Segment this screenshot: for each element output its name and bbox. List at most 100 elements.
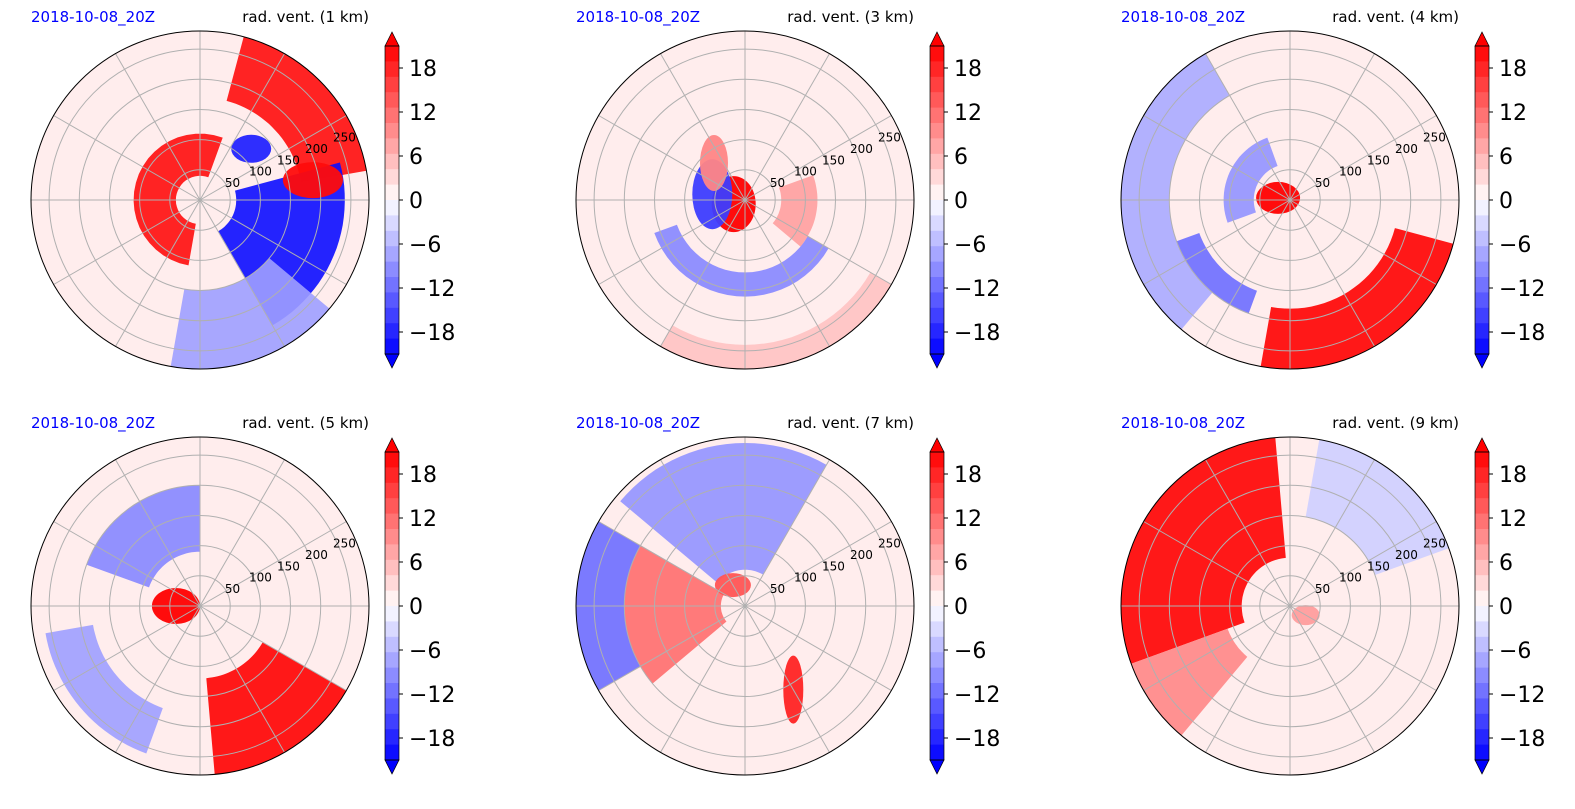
colorbar-segment (385, 575, 399, 592)
colorbar-tick-label: −12 (409, 683, 455, 708)
radial-tick-label: 250 (878, 537, 901, 551)
colorbar-tick-label: −6 (409, 233, 441, 258)
polar-frame (575, 436, 915, 776)
radial-tick-label: 200 (1395, 548, 1418, 562)
grid-spoke (115, 605, 201, 753)
radial-tick-label: 50 (225, 582, 240, 596)
grid-spoke (1289, 521, 1437, 607)
colorbar-segment (385, 153, 399, 170)
colorbar-segment (1475, 46, 1489, 62)
radial-tick-label: 150 (822, 559, 845, 573)
field-band-4 (772, 175, 818, 247)
colorbar-segment (385, 667, 399, 684)
colorbar-segment (1475, 559, 1489, 576)
colorbar-segment (385, 713, 399, 730)
panel-title: rad. vent. (3 km) (787, 8, 914, 26)
grid-spoke (744, 199, 830, 347)
colorbar-tick-label: 0 (1499, 189, 1513, 214)
colorbar-segment (930, 498, 944, 515)
colorbar-segment (385, 307, 399, 324)
grid-spoke (115, 199, 201, 347)
colorbar-segment (385, 744, 399, 761)
colorbar-segment (1475, 744, 1489, 761)
colorbar-tick-label: 18 (954, 463, 982, 488)
grid-spoke (53, 115, 201, 201)
colorbar-segment (1475, 667, 1489, 684)
colorbar-segment (1475, 215, 1489, 232)
colorbar-tick-label: −12 (409, 277, 455, 302)
grid-spoke (1289, 605, 1375, 753)
colorbar: 18 12 6 0 −6 −12 −18 (929, 31, 1000, 369)
colorbar-segment (930, 529, 944, 545)
field-band-4 (170, 258, 330, 369)
grid-spoke (1289, 459, 1375, 607)
colorbar-segment (385, 123, 399, 139)
colorbar-tick-label: 12 (409, 507, 437, 532)
colorbar-tick-label: 12 (954, 507, 982, 532)
radial-tick-label: 250 (333, 131, 356, 145)
radial-tick-label: 200 (305, 548, 328, 562)
colorbar-segment (930, 184, 944, 201)
grid-spoke (744, 115, 892, 201)
colorbar-tick-label: −12 (1499, 683, 1545, 708)
grid-spoke (598, 605, 746, 691)
grid-spoke (1205, 459, 1291, 607)
radial-tick-label: 150 (822, 153, 845, 167)
colorbar-tick-label: 0 (409, 595, 423, 620)
colorbar-extend-max (1474, 437, 1490, 453)
colorbar-segment (930, 215, 944, 232)
panel-title: rad. vent. (7 km) (787, 414, 914, 432)
colorbar-extend-min (384, 353, 400, 369)
field-band-4 (1223, 137, 1278, 223)
field-band-2 (206, 642, 347, 775)
grid-spoke (53, 521, 201, 607)
colorbar-segment (1475, 698, 1489, 715)
radial-tick-label: 100 (249, 571, 272, 585)
date-label: 2018-10-08_20Z (31, 414, 155, 433)
colorbar-segment (930, 590, 944, 607)
grid-spoke (1143, 521, 1291, 607)
colorbar-segment (1475, 606, 1489, 622)
field-blob-6 (700, 135, 728, 191)
colorbar-extend-min (1474, 759, 1490, 775)
grid-spoke (53, 199, 201, 285)
colorbar-tick-label: −18 (1499, 727, 1545, 752)
field-blob-6 (231, 134, 272, 163)
colorbar-segment (930, 544, 944, 561)
colorbar-segment (930, 606, 944, 622)
colorbar-segment (385, 621, 399, 638)
colorbar-extend-max (384, 31, 400, 47)
colorbar-segment (385, 46, 399, 62)
radial-tick-label: 250 (333, 537, 356, 551)
colorbar-segment (1475, 277, 1489, 293)
grid-spoke (199, 605, 347, 691)
grid-spoke (1143, 115, 1291, 201)
colorbar-segment (930, 513, 944, 530)
colorbar-segment (385, 452, 399, 468)
colorbar-tick-label: 18 (1499, 57, 1527, 82)
colorbar-segment (930, 200, 944, 216)
colorbar: 18 12 6 0 −6 −12 −18 (1474, 437, 1545, 775)
colorbar-extend-min (1474, 353, 1490, 369)
grid-spoke (744, 199, 892, 285)
radial-tick-label: 150 (277, 559, 300, 573)
colorbar-segment (930, 107, 944, 124)
field-band-3 (1121, 53, 1230, 330)
colorbar-segment (1475, 544, 1489, 561)
colorbar-segment (1475, 184, 1489, 201)
colorbar-segment (930, 92, 944, 109)
field-blob-1 (1256, 181, 1301, 214)
colorbar-segment (930, 292, 944, 309)
colorbar-segment (1475, 123, 1489, 139)
colorbar-segment (1475, 76, 1489, 93)
colorbar-tick-label: 0 (409, 189, 423, 214)
grid-spoke (660, 605, 746, 753)
colorbar-segment (385, 277, 399, 293)
colorbar-tick-label: −18 (954, 727, 1000, 752)
grid-spoke (115, 53, 201, 201)
colorbar-segment (1475, 575, 1489, 592)
colorbar-segment (385, 652, 399, 669)
colorbar-segment (930, 482, 944, 499)
colorbar: 18 12 6 0 −6 −12 −18 (384, 437, 455, 775)
colorbar-segment (385, 482, 399, 499)
